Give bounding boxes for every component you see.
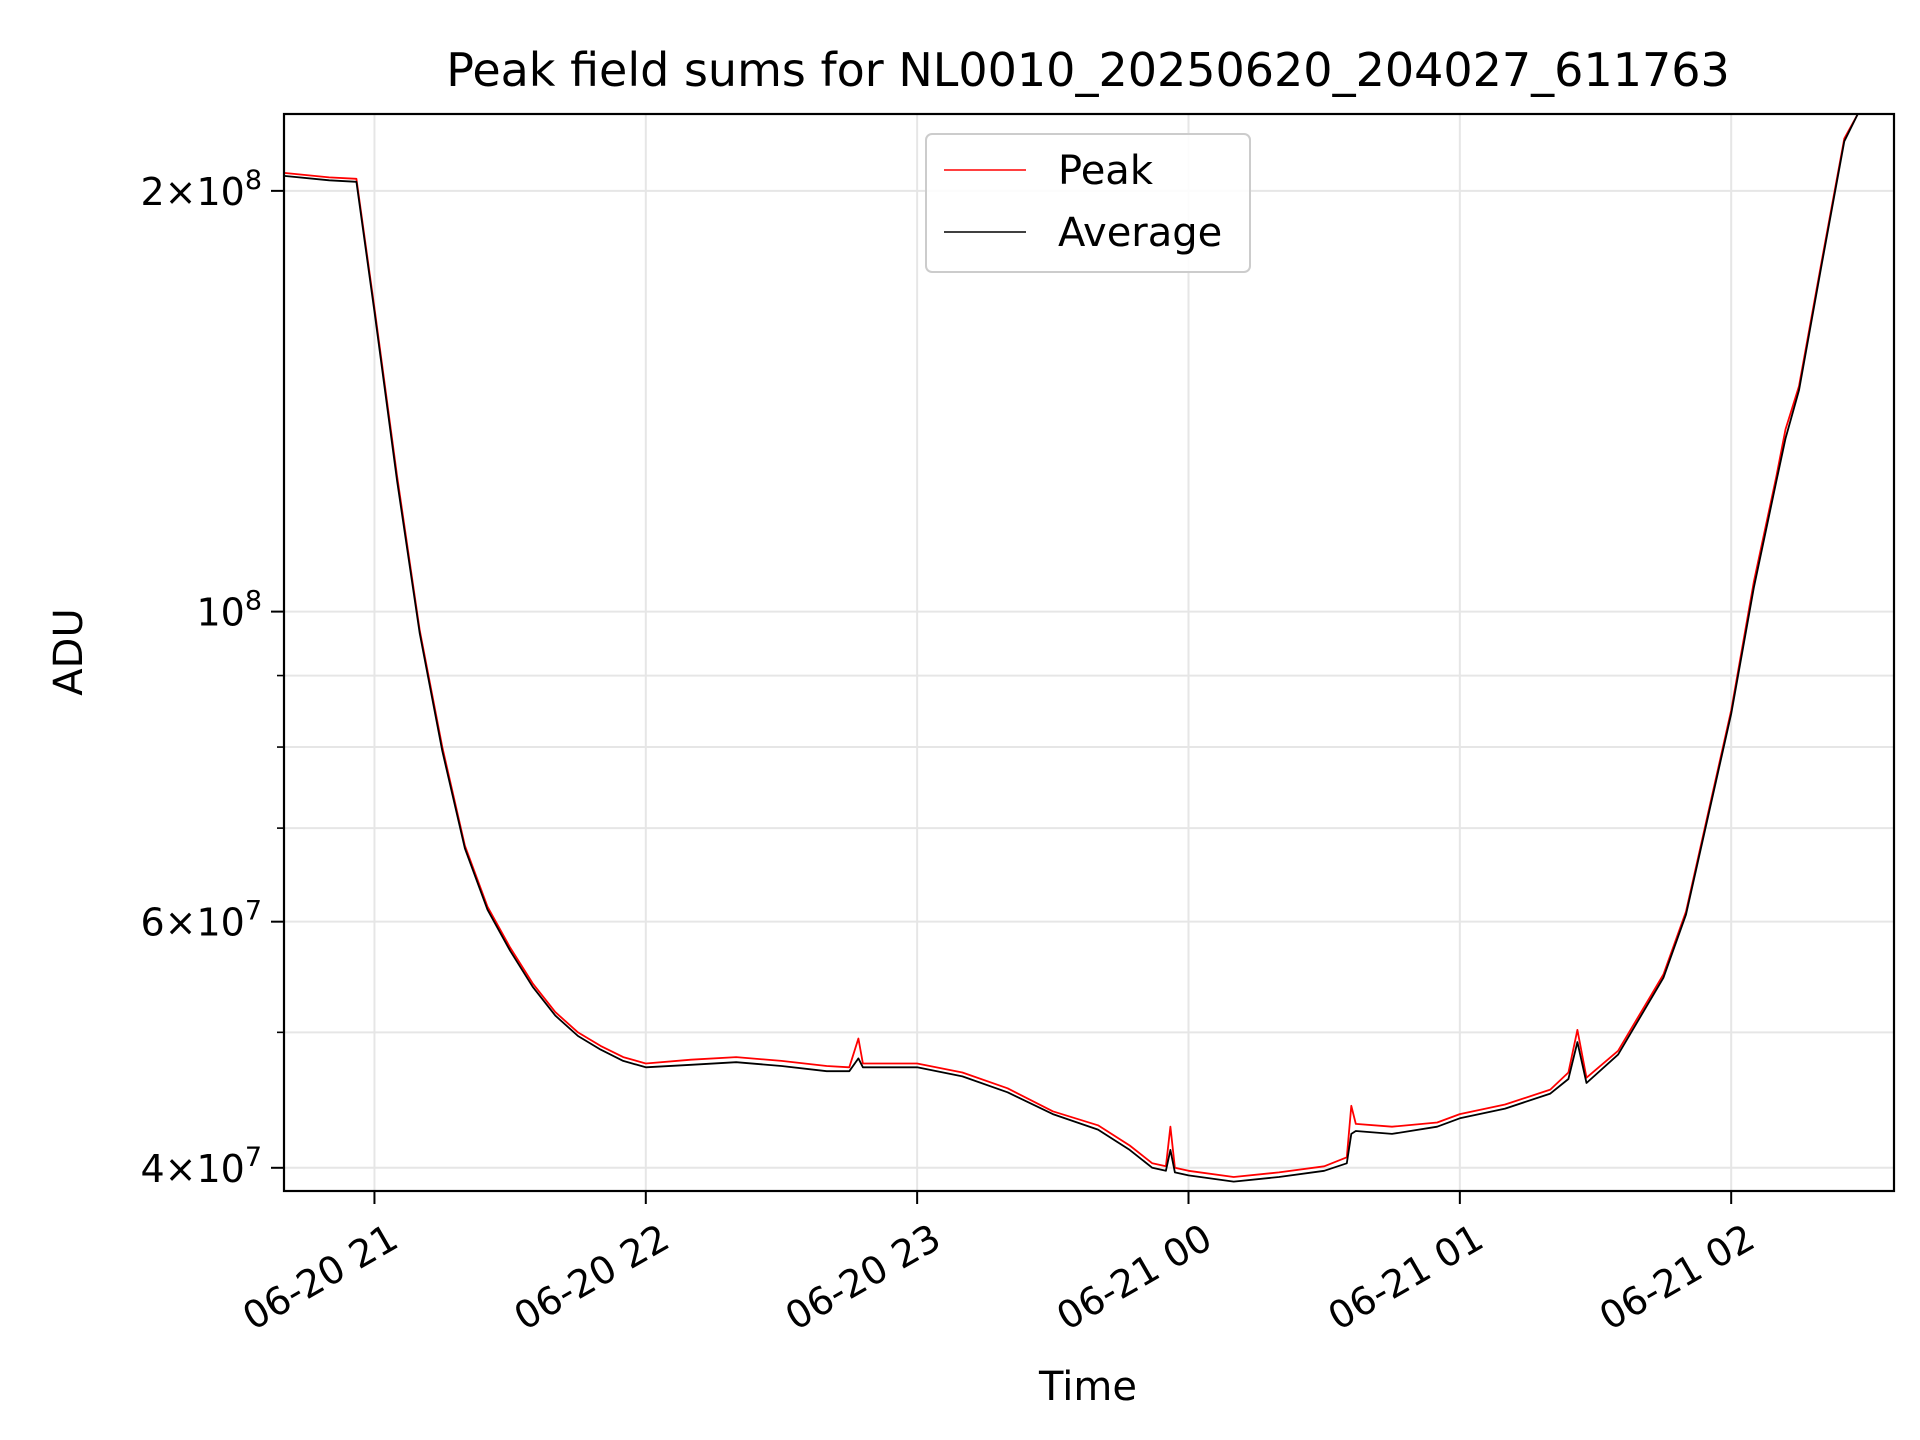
y-tick-label: 108 [196, 586, 262, 635]
series-layer [283, 113, 1859, 1183]
legend-label-peak: Peak [1058, 148, 1154, 194]
y-tick-label: 6×107 [140, 896, 262, 945]
y-axis: 4×107 6×107 108 2×108 [140, 165, 284, 1191]
x-axis-label: Time [1038, 1364, 1137, 1410]
y-axis-label: ADU [46, 608, 92, 695]
series-line-average [283, 113, 1859, 1183]
legend-box [925, 133, 1251, 273]
legend-label-average: Average [1058, 210, 1222, 256]
legend: Peak Average [925, 133, 1251, 273]
y-tick-label: 4×107 [140, 1142, 262, 1191]
y-tick-label: 2×108 [140, 165, 262, 214]
plot-frame [282, 112, 1896, 1193]
series-line-peak [283, 113, 1859, 1178]
chart-title: Peak field sums for NL0010_20250620_2040… [446, 43, 1730, 97]
